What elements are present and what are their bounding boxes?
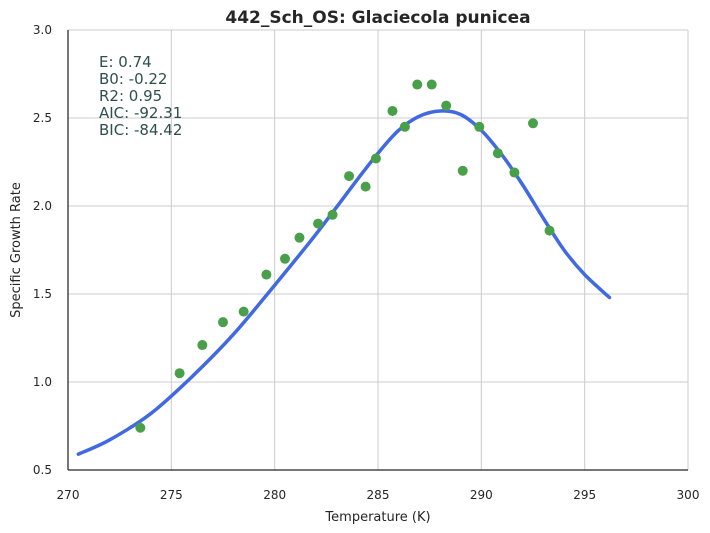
data-point [280,253,290,264]
y-tick-label: 1.5 [33,287,52,301]
y-tick-label: 1.0 [33,375,52,389]
data-point [313,218,324,229]
data-point [370,153,381,164]
data-point [360,181,371,192]
data-point [135,422,146,433]
fit-stat-line: E: 0.74 [99,53,152,71]
fitted-curve-layer [76,109,612,456]
fitted-curve [76,109,612,456]
x-tick-label: 295 [573,488,596,502]
data-point [327,209,338,220]
fit-stat-line: B0: -0.22 [99,70,167,88]
chart-title: 442_Sch_OS: Glaciecola punicea [225,8,530,28]
data-point [509,167,520,178]
x-tick-label: 270 [57,488,80,502]
y-tick-label: 0.5 [33,463,52,477]
data-point [528,118,538,129]
fit-stat-line: R2: 0.95 [99,87,162,105]
data-point [344,171,355,182]
y-axis-label: Specific Growth Rate [9,182,24,318]
x-tick-labels: 270 275 280 285 290 295 300 [57,488,700,502]
axes-spines [67,30,688,471]
x-tick-label: 290 [470,488,493,502]
y-tick-label: 2.0 [33,199,52,213]
data-point [544,225,555,236]
data-point [441,100,452,111]
x-tick-label: 285 [367,488,390,502]
x-tick-label: 300 [677,488,700,502]
data-point [218,317,228,328]
x-tick-label: 280 [263,488,286,502]
data-point [457,165,468,176]
fit-stat-line: AIC: -92.31 [99,104,182,122]
y-tick-label: 2.5 [33,111,52,125]
data-point [399,121,410,132]
fit-stat-line: BIC: -84.42 [99,121,182,139]
grid [68,29,689,470]
x-tick-label: 275 [160,488,183,502]
data-point [261,269,272,280]
data-point [426,79,437,90]
data-point [387,105,398,116]
data-point [294,232,305,243]
data-point [474,121,485,132]
data-points-layer [135,79,555,433]
y-tick-label: 3.0 [33,23,52,37]
data-point [197,340,208,351]
data-point [412,79,423,90]
data-point [174,368,185,379]
y-tick-labels: 0.5 1.0 1.5 2.0 2.5 3.0 [33,23,52,477]
data-point [492,148,503,159]
data-point [238,306,249,317]
x-axis-label: Temperature (K) [324,510,430,525]
